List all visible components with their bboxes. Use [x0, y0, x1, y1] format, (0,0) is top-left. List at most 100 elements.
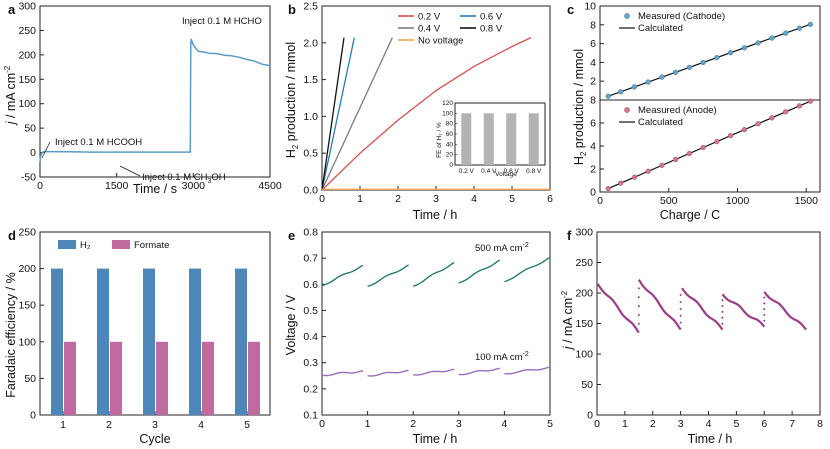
panel-a-letter: a [8, 2, 16, 17]
panel-f-xtick-label-3: 3 [678, 418, 684, 430]
panel-e-xtick-label-2: 2 [410, 418, 416, 430]
panel-d-xtick-label-1: 2 [106, 419, 112, 431]
panel-c-letter: c [567, 2, 574, 17]
panel-e-ytick-label-1: 0.2 [303, 383, 318, 395]
panel-f-jump-dot-2-5 [721, 299, 724, 302]
panel-b-ytick-label-0: 0.0 [303, 185, 318, 197]
panel-c-top-ytick-label-3: 6 [590, 38, 596, 50]
panel-d-bar-1-0 [64, 341, 76, 415]
panel-b-ylabel: H2 production / mmol [284, 42, 300, 158]
panel-c-bottom-point-2 [631, 174, 637, 180]
panel-a-xtick-label-0: 0 [37, 180, 43, 192]
panel-c-bottom-point-8 [714, 138, 720, 145]
panel-d-xtick-label-0: 1 [60, 419, 66, 431]
panel-a-xtick-label-1: 1500 [105, 180, 129, 192]
panel-c-top-point-14 [796, 25, 802, 31]
panel-f-jump-dot-0-5 [637, 287, 640, 290]
panel-f-letter: f [567, 228, 572, 243]
panel-e-ytick-label-5: 0.6 [303, 279, 318, 291]
inset-bar-0 [461, 113, 472, 165]
panel-f-jump-dot-2-2 [721, 316, 724, 319]
panel-a-xlabel: Time / s [133, 182, 177, 196]
panel-f-jump-dot-2-3 [721, 310, 724, 313]
panel-d-ytick-label-3: 150 [18, 300, 36, 312]
panel-e-ytick-label-4: 0.5 [303, 305, 318, 317]
panel-f-xtick-label-1: 1 [622, 418, 628, 430]
panel-f-xtick-label-2: 2 [650, 418, 656, 430]
panel-b-legend-label-1: 0.4 V [418, 24, 441, 35]
panel-f-ytick-label-0: 0 [587, 410, 593, 422]
inset-xtick-label-0: 0.2 V [459, 168, 475, 175]
panel-c-bottom-point-11 [755, 121, 761, 127]
panel-e-series-1-segment-0 [321, 370, 364, 377]
panel-e-frame [321, 231, 551, 416]
panel-e-xlabel: Time / h [413, 432, 458, 446]
panel-a-ytick-label-2: 50 [24, 123, 36, 135]
panel-a-xtick-label-2: 3000 [182, 180, 206, 192]
panel-d-ytick-label-4: 200 [18, 263, 36, 275]
panel-b-ytick-label-3: 1.5 [303, 74, 318, 86]
panel-e-series-0-segment-1 [367, 264, 409, 288]
panel-c-top-ytick-label-5: 10 [584, 1, 596, 13]
panel-b-xtick-label-3: 3 [433, 193, 439, 205]
panel-f-xlabel: Time / h [688, 432, 733, 446]
panel-c-top-point-0 [605, 93, 611, 99]
panel-d-xtick-label-4: 5 [244, 419, 250, 431]
panel-f-xtick-label-8: 8 [817, 418, 823, 430]
panel-c-xtick-label-3: 1500 [795, 195, 819, 207]
panel-f-segment-3 [721, 293, 766, 328]
annotation-hcooh: Inject 0.1 M HCOOH [55, 137, 142, 148]
inset-xtick-label-2: 0.6 V [504, 168, 520, 175]
panel-b-xtick-label-2: 2 [395, 193, 401, 205]
panel-c-bottom-ytick-label-2: 4 [590, 141, 596, 153]
panel-c-top-point-2 [631, 84, 637, 90]
panel-c-top-legend-measured: Measured (Cathode) [638, 11, 725, 22]
panel-c-bottom-point-12 [769, 115, 775, 121]
panel-e-letter: e [288, 228, 295, 243]
inset-ytick-label-4: 80 [446, 121, 454, 128]
panel-f-xtick-label-4: 4 [706, 418, 712, 430]
panel-f-jump-dot-1-3 [679, 307, 682, 310]
panel-c-xtick-label-1: 500 [660, 195, 678, 207]
panel-f-frame [596, 231, 821, 416]
inset-xlabel: Voltage [495, 171, 517, 178]
panel-b-xtick-label-5: 5 [509, 193, 515, 205]
panel-c-bottom-point-0 [605, 185, 611, 192]
panel-e-ytick-label-3: 0.4 [303, 331, 318, 343]
panel-e-ytick-label-0: 0.1 [303, 410, 318, 422]
panel-c-top-legend-marker [624, 13, 630, 19]
panel-f-jump-dot-3-2 [763, 313, 766, 316]
panel-c-bottom-point-14 [796, 103, 802, 109]
panel-c-top-point-15 [807, 21, 813, 27]
annotation-ch3oh-arrow [119, 165, 141, 177]
panel-c-top-point-13 [783, 30, 789, 36]
panel-f-segment-0 [596, 283, 640, 334]
panel-a-ylabel: j / mA cm-2 [3, 65, 18, 126]
panel-a-xtick-label-3: 4500 [258, 180, 282, 192]
panel-c-bottom-point-1 [618, 180, 624, 186]
inset-xtick-label-3: 0.8 V [526, 168, 542, 175]
panel-f-ytick-label-6: 300 [575, 227, 593, 239]
panel-f-xtick-label-6: 6 [761, 418, 767, 430]
panel-d-legend-swatch-1 [112, 240, 130, 249]
panel-b-legend-label-3: 0.8 V [480, 24, 503, 35]
panel-e-ytick-label-6: 0.7 [303, 253, 318, 265]
panel-c-bottom-point-7 [700, 144, 706, 151]
panel-e-series-1-segment-1 [367, 369, 409, 377]
panel-c-bottom-legend-calculated: Calculated [638, 117, 683, 128]
panel-f-ytick-label-3: 150 [575, 318, 593, 330]
panel-d-xlabel: Cycle [139, 432, 170, 446]
panel-f-ylabel: j / mA cm-2 [560, 290, 575, 351]
panel-f-jump-dot-3-1 [763, 319, 766, 322]
panel-f-segment-4 [763, 291, 807, 331]
panel-c-top-point-5 [673, 69, 679, 75]
panel-f-jump-dot-1-5 [679, 294, 682, 297]
panel-e-ytick-label-2: 0.3 [303, 357, 318, 369]
inset-bar-3 [528, 113, 539, 165]
panel-c-top-point-10 [741, 45, 747, 51]
panel-d-xtick-label-3: 4 [198, 419, 204, 431]
panel-e-xtick-label-5: 5 [547, 418, 553, 430]
panel-c-bottom-legend-measured: Measured (Anode) [638, 105, 717, 116]
annotation-hcho: Inject 0.1 M HCHO [182, 16, 262, 27]
panel-c-top-point-6 [686, 64, 692, 70]
